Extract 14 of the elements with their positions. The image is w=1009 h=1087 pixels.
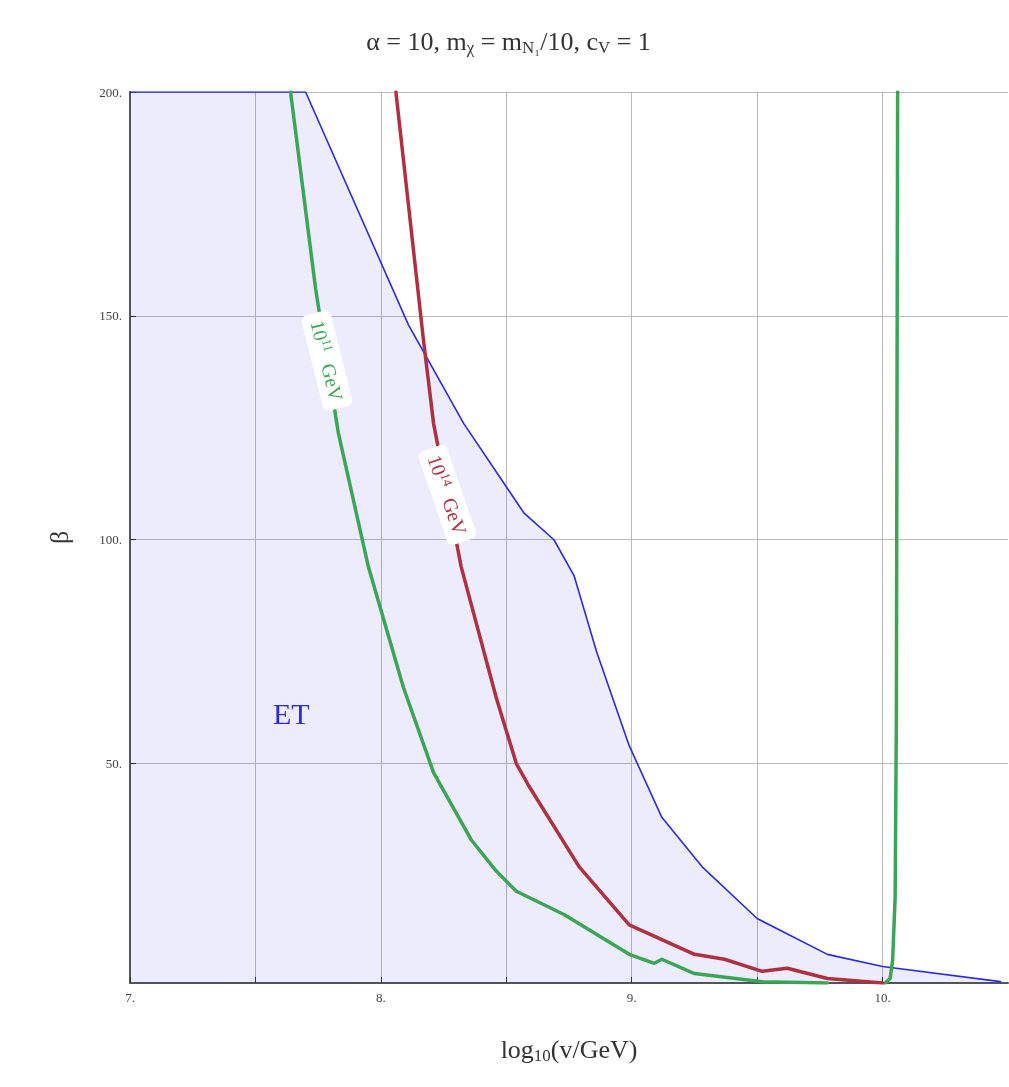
y-tick-label: 50. [105,756,122,772]
x-tick-label: 10. [874,990,891,1005]
x-tick-label: 7. [125,990,135,1005]
annotation: ET [273,696,310,730]
y-axis-title: β [44,530,74,545]
line-series [394,90,885,985]
y-tick-label: 200. [99,84,122,100]
line-series [883,90,900,985]
y-tick-label: 150. [99,308,122,324]
text: 1011 GeV [306,318,348,404]
x-tick-label: 8. [375,990,386,1005]
x-tick-label: 9. [626,990,637,1005]
y-tick-label: 100. [99,532,122,548]
text: 1014 GeV [423,452,472,539]
